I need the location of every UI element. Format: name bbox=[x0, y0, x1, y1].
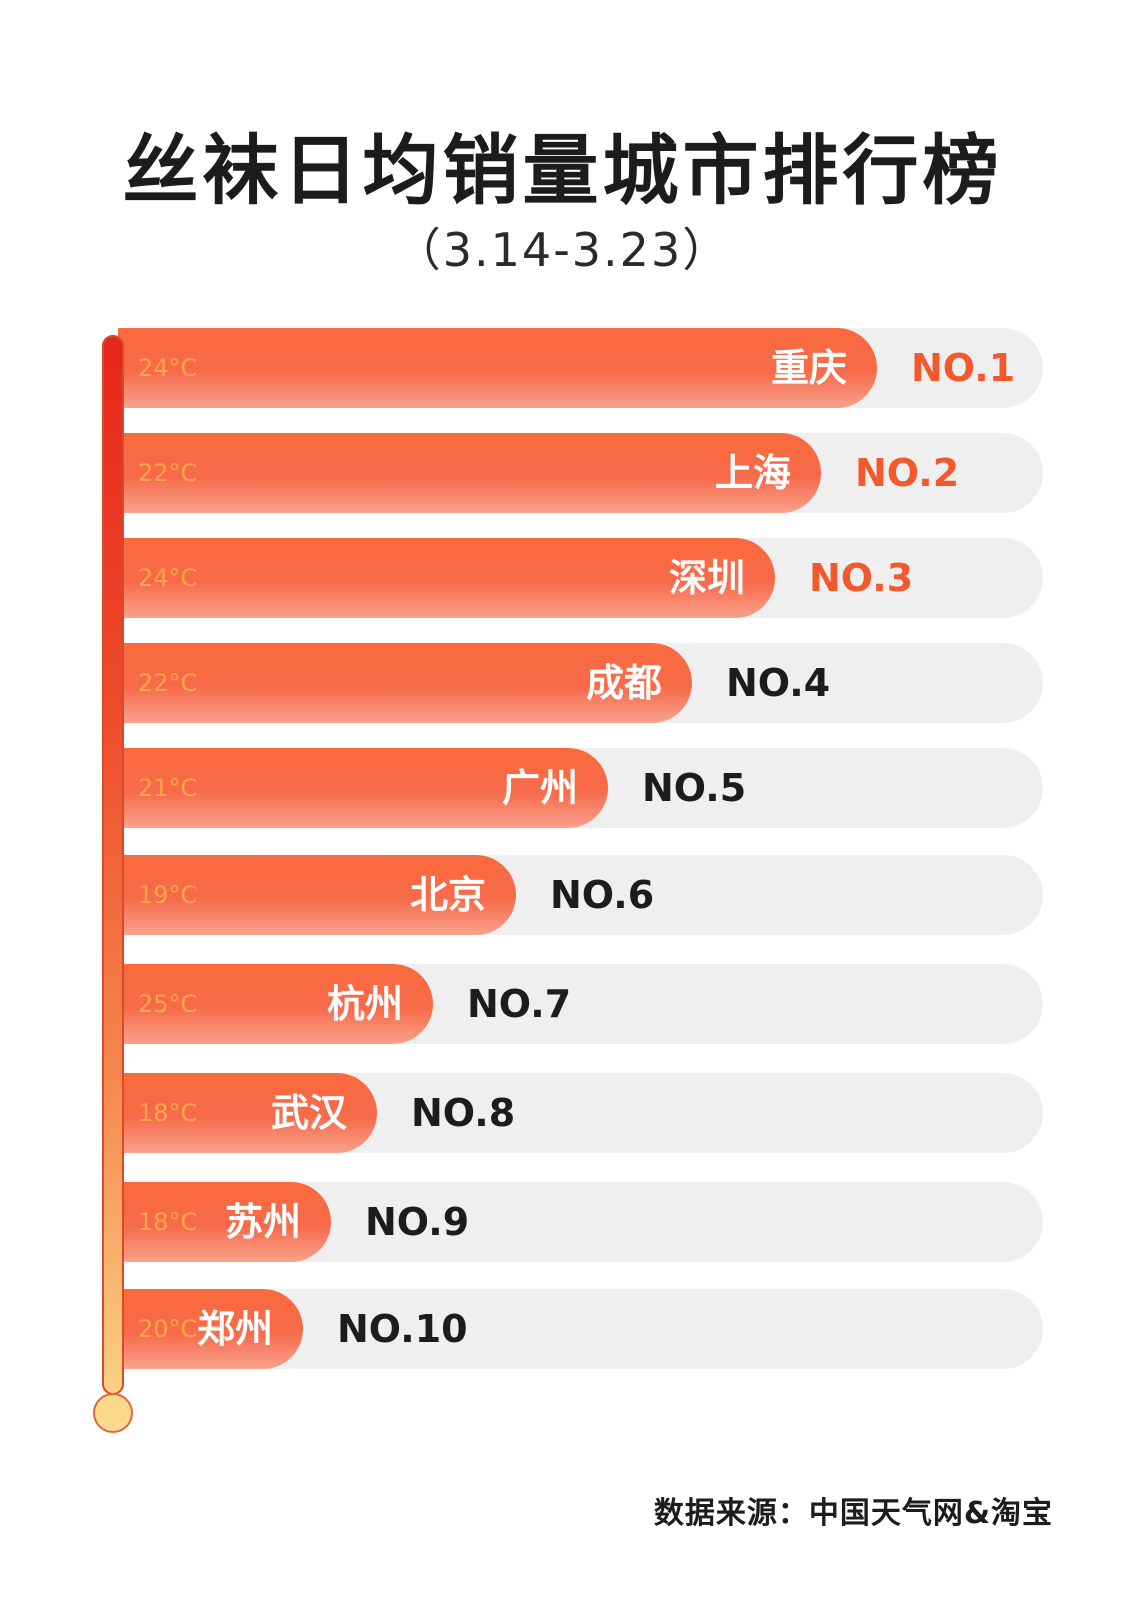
rank-label: NO.1 bbox=[911, 346, 1016, 390]
rank-label: NO.6 bbox=[550, 873, 655, 917]
temperature-label: 19°C bbox=[138, 881, 198, 909]
rank-label: NO.10 bbox=[337, 1307, 468, 1351]
thermometer-bulb bbox=[93, 1393, 133, 1433]
rank-label: NO.8 bbox=[411, 1091, 516, 1135]
bar-fill bbox=[118, 538, 775, 618]
city-label: 武汉 bbox=[270, 1091, 347, 1135]
city-label: 广州 bbox=[501, 766, 578, 810]
rank-label: NO.2 bbox=[855, 451, 960, 495]
data-source-note: 数据来源：中国天气网&淘宝 bbox=[653, 1496, 1053, 1531]
temperature-label: 24°C bbox=[138, 354, 198, 382]
city-label: 苏州 bbox=[224, 1200, 301, 1244]
city-label: 上海 bbox=[714, 451, 791, 495]
city-label: 杭州 bbox=[326, 982, 403, 1026]
city-label: 深圳 bbox=[668, 556, 745, 600]
bar-fill bbox=[118, 748, 608, 828]
rank-label: NO.9 bbox=[365, 1200, 470, 1244]
thermometer-tube bbox=[102, 335, 124, 1395]
bar-fill bbox=[118, 964, 433, 1044]
temperature-label: 18°C bbox=[138, 1208, 198, 1236]
chart-title: 丝袜日均销量城市排行榜 bbox=[122, 126, 1003, 215]
temperature-label: 21°C bbox=[138, 774, 198, 802]
bar-fill bbox=[118, 1182, 331, 1262]
city-label: 重庆 bbox=[770, 346, 847, 390]
city-label: 郑州 bbox=[196, 1307, 273, 1351]
temperature-label: 18°C bbox=[138, 1099, 198, 1127]
rank-label: NO.7 bbox=[467, 982, 572, 1026]
temperature-label: 22°C bbox=[138, 669, 198, 697]
rank-label: NO.4 bbox=[726, 661, 831, 705]
bar-fill bbox=[118, 433, 821, 513]
rank-label: NO.3 bbox=[809, 556, 914, 600]
chart-subtitle: （3.14-3.23） bbox=[394, 223, 731, 277]
bar-fill bbox=[118, 855, 516, 935]
rank-label: NO.5 bbox=[642, 766, 747, 810]
temperature-label: 24°C bbox=[138, 564, 198, 592]
bar-fill bbox=[118, 1289, 303, 1369]
bar-fill bbox=[118, 1073, 377, 1153]
bar-fill bbox=[118, 643, 692, 723]
city-label: 成都 bbox=[585, 661, 662, 705]
bar-fill bbox=[118, 328, 877, 408]
temperature-label: 22°C bbox=[138, 459, 198, 487]
temperature-label: 25°C bbox=[138, 990, 198, 1018]
temperature-label: 20°C bbox=[138, 1315, 198, 1343]
city-label: 北京 bbox=[409, 873, 486, 917]
